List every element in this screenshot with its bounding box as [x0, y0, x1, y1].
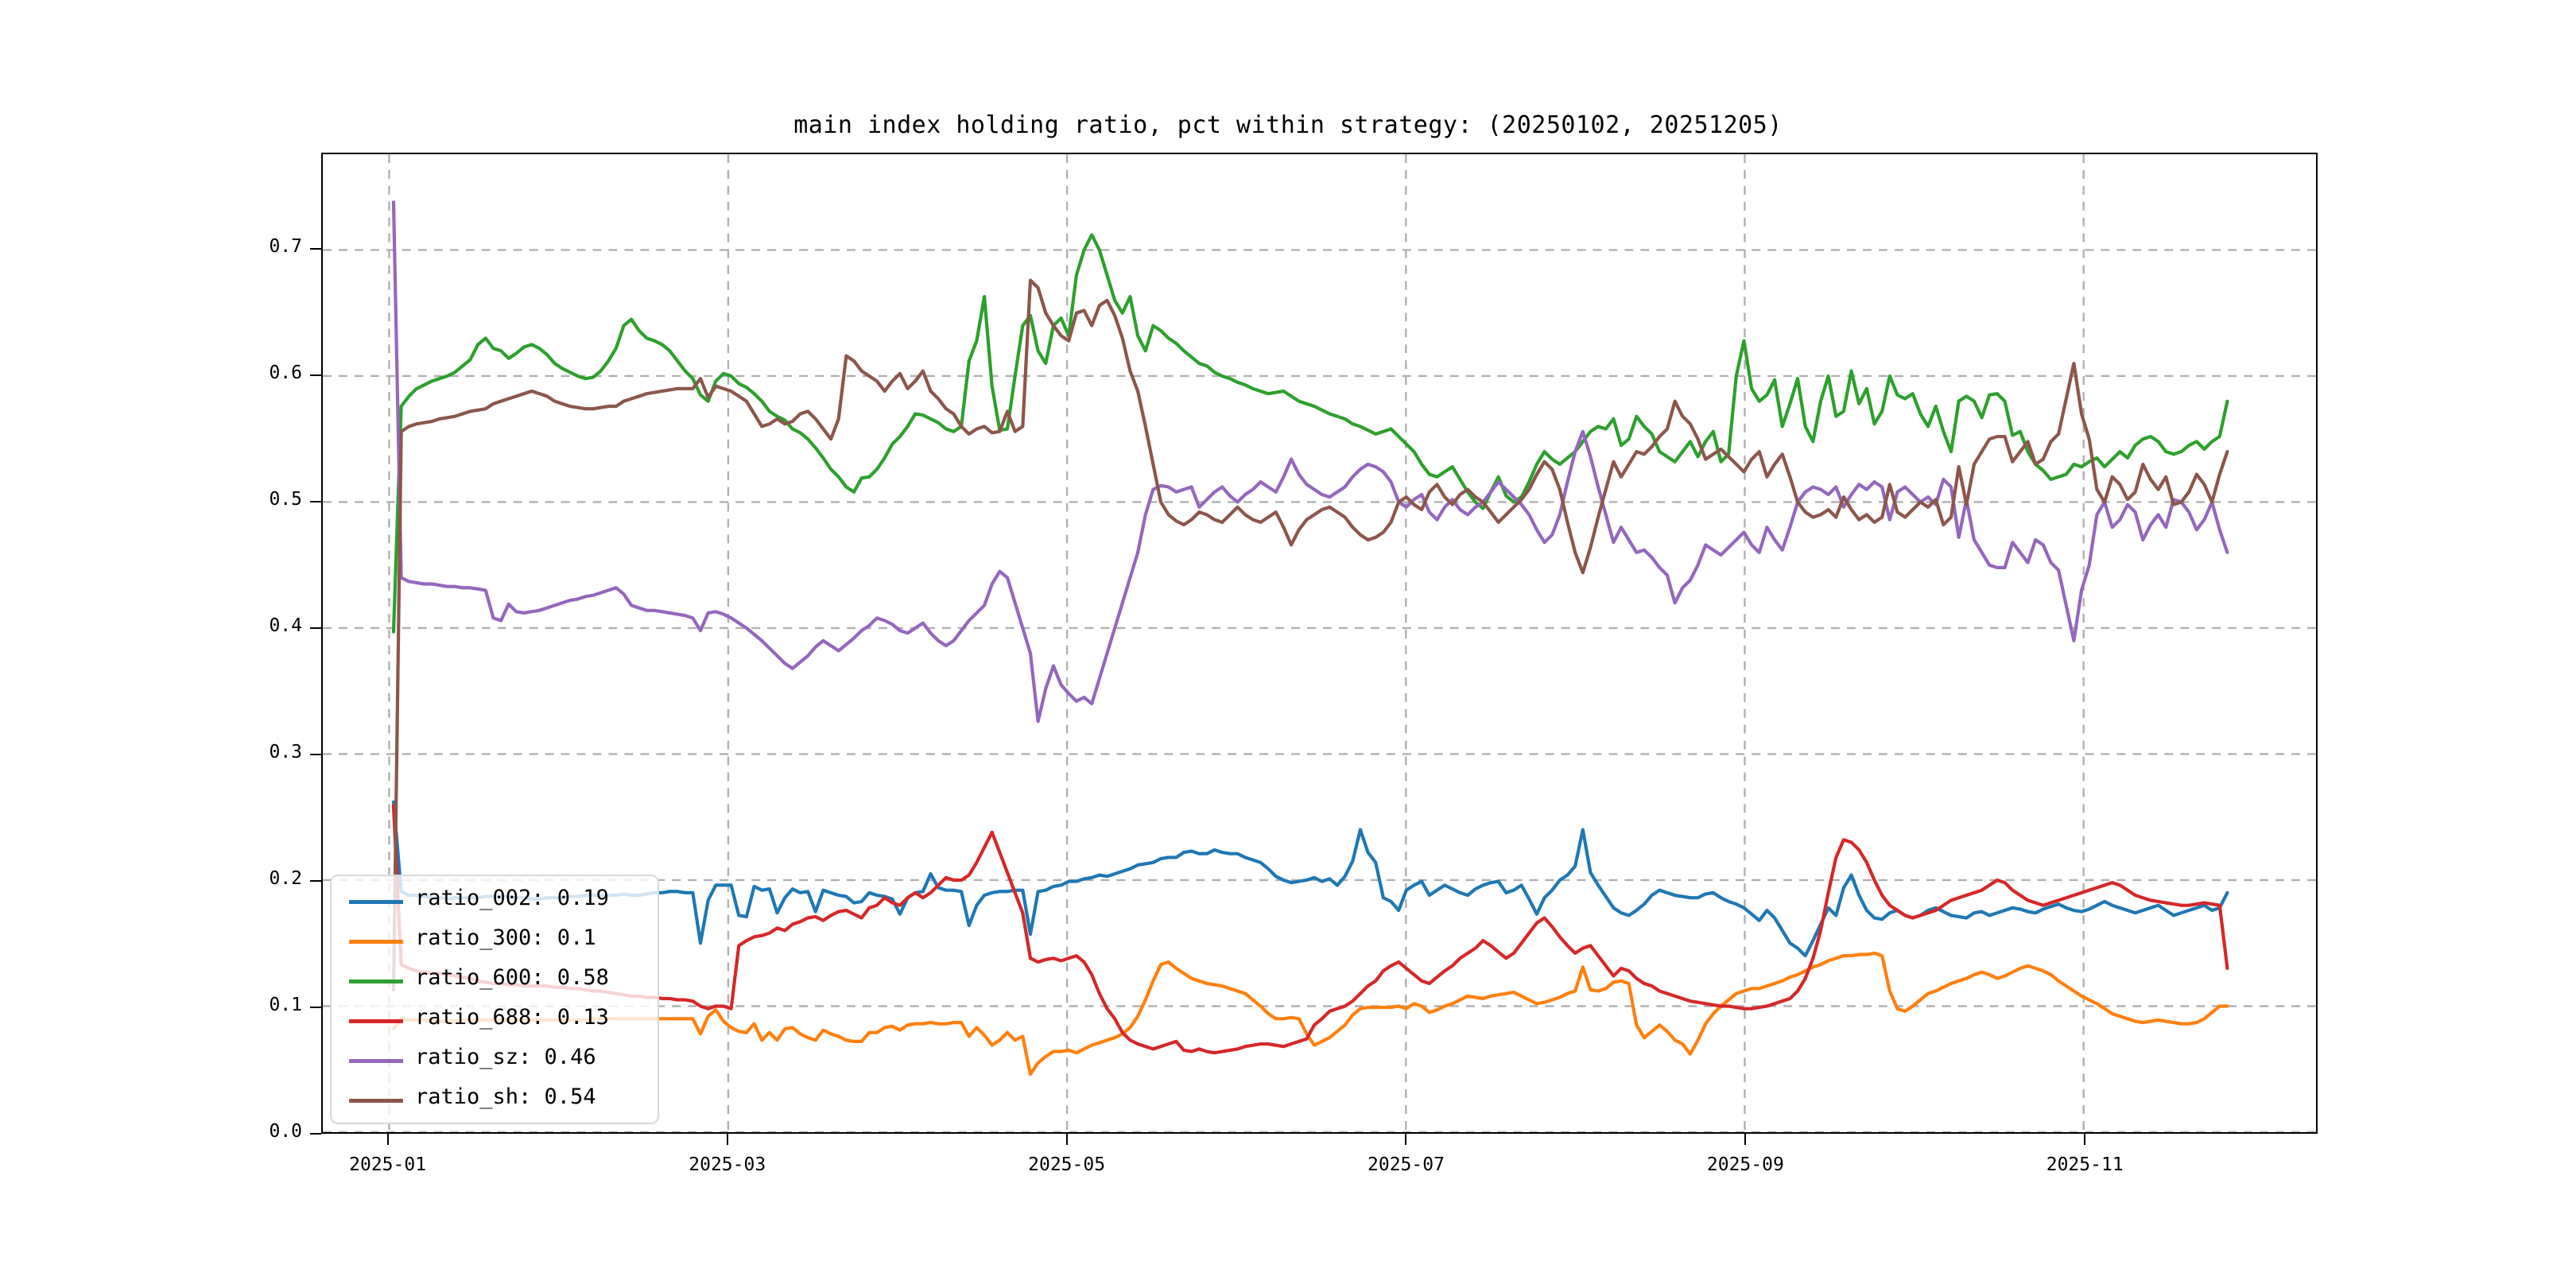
- y-tick-label: 0.2: [269, 867, 302, 889]
- legend-label-ratio_sh: ratio_sh: 0.54: [415, 1084, 596, 1109]
- legend-item-ratio_688[interactable]: ratio_688: 0.13: [332, 1000, 661, 1042]
- y-tick-mark: [310, 500, 321, 502]
- series-line-ratio_sz: [391, 200, 2229, 724]
- x-tick-label: 2025-05: [1028, 1154, 1106, 1175]
- x-tick-label: 2025-03: [689, 1154, 766, 1175]
- series-canvas: [323, 154, 2316, 1132]
- series-lines: [391, 200, 2229, 1077]
- y-tick-label: 0.1: [269, 994, 302, 1015]
- x-tick-mark: [726, 1134, 728, 1145]
- legend-swatch-ratio_002: [349, 900, 403, 904]
- x-tick-mark: [2084, 1134, 2086, 1145]
- x-tick-mark: [386, 1134, 389, 1145]
- legend-swatch-ratio_300: [349, 940, 403, 944]
- y-tick-label: 0.0: [269, 1121, 302, 1142]
- y-tick-label: 0.6: [269, 362, 302, 383]
- series-line-ratio_002: [391, 800, 2229, 958]
- y-tick-mark: [310, 753, 321, 755]
- legend-label-ratio_600: ratio_600: 0.58: [415, 965, 609, 990]
- x-tick-mark: [1065, 1134, 1068, 1145]
- y-tick-mark: [310, 879, 321, 882]
- x-tick-label: 2025-09: [1706, 1154, 1784, 1175]
- series-line-ratio_688: [391, 804, 2229, 1055]
- legend-item-ratio_600[interactable]: ratio_600: 0.58: [332, 960, 661, 1002]
- x-tick-label: 2025-11: [2046, 1154, 2124, 1175]
- x-tick-label: 2025-01: [349, 1154, 427, 1175]
- page-title: main index holding ratio, pct within str…: [793, 111, 1783, 139]
- legend-item-ratio_sz[interactable]: ratio_sz: 0.46: [332, 1040, 661, 1081]
- y-tick-mark: [310, 374, 321, 376]
- legend-label-ratio_sz: ratio_sz: 0.46: [415, 1045, 596, 1069]
- x-tick-mark: [1744, 1134, 1747, 1145]
- legend-swatch-ratio_688: [349, 1019, 403, 1023]
- y-tick-label: 0.3: [269, 741, 302, 762]
- legend-label-ratio_300: ratio_300: 0.1: [415, 925, 596, 950]
- series-line-ratio_600: [391, 233, 2229, 634]
- legend-label-ratio_688: ratio_688: 0.13: [415, 1005, 609, 1030]
- legend-swatch-ratio_sh: [349, 1099, 403, 1103]
- legend-label-ratio_002: ratio_002: 0.19: [415, 886, 609, 910]
- legend-swatch-ratio_sz: [349, 1059, 403, 1063]
- y-tick-label: 0.5: [269, 488, 302, 510]
- x-tick-mark: [1405, 1134, 1407, 1145]
- y-tick-mark: [310, 627, 321, 629]
- legend-swatch-ratio_600: [349, 980, 403, 983]
- y-tick-mark: [310, 247, 321, 250]
- legend-item-ratio_sh[interactable]: ratio_sh: 0.54: [332, 1080, 661, 1121]
- legend-item-ratio_002[interactable]: ratio_002: 0.19: [332, 881, 661, 922]
- series-line-ratio_sh: [391, 278, 2229, 991]
- legend[interactable]: ratio_002: 0.19 ratio_300: 0.1 ratio_600: …: [330, 875, 659, 1124]
- y-tick-mark: [310, 1006, 321, 1008]
- y-tick-label: 0.7: [269, 235, 302, 257]
- y-tick-mark: [310, 1133, 321, 1135]
- series-line-ratio_300: [391, 951, 2229, 1077]
- x-tick-label: 2025-07: [1368, 1154, 1445, 1175]
- legend-item-ratio_300[interactable]: ratio_300: 0.1: [332, 921, 661, 962]
- y-tick-label: 0.4: [269, 615, 302, 636]
